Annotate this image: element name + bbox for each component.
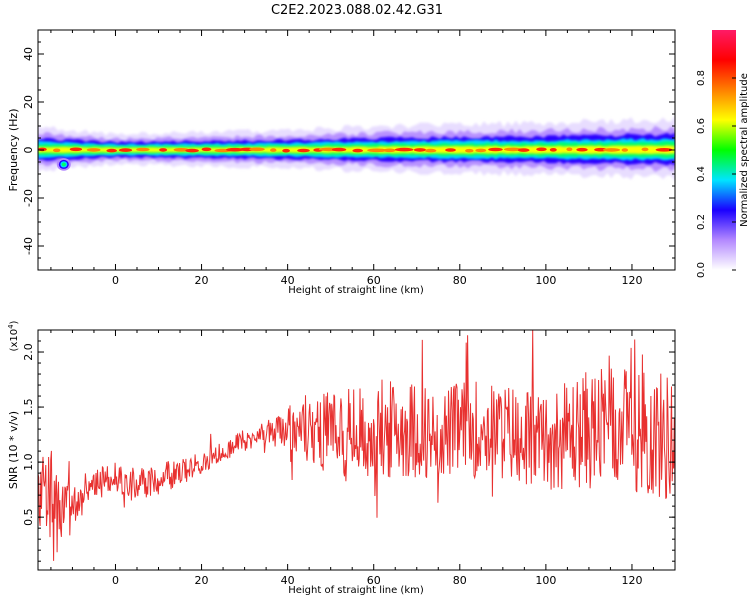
snr-x-label: Height of straight line (km): [288, 585, 424, 596]
snr-frame: [37, 329, 676, 571]
snr-y-label: SNR (10 * v/v): [7, 411, 20, 489]
heatmap-hotspot: [576, 147, 588, 152]
y-tick-label: -20: [22, 189, 35, 207]
heatmap-blob: [61, 162, 66, 167]
heatmap-hotspot: [424, 148, 437, 153]
colorbar-tick-label: 0.2: [696, 214, 707, 230]
heatmap-hotspot: [475, 148, 487, 153]
y-tick-label: 40: [22, 47, 35, 61]
heatmap-hotspot: [270, 148, 277, 152]
colorbar-tick-label: 0.0: [696, 262, 707, 278]
y-tick-label: 1.0: [22, 453, 35, 471]
y-tick-label: -40: [22, 237, 35, 255]
heatmap-hotspot: [503, 147, 523, 152]
heatmap-hotspot: [297, 148, 310, 153]
heatmap-hotspot: [159, 148, 168, 152]
heatmap-hotspot: [201, 147, 212, 152]
x-tick-label: 60: [367, 574, 381, 587]
heatmap-hotspot: [249, 147, 265, 152]
heatmap-hotspot: [602, 148, 621, 152]
x-tick-label: 80: [453, 574, 467, 587]
heatmap-hotspot: [536, 147, 547, 152]
y-tick-label: 0: [22, 147, 35, 154]
colorbar-gradient: [712, 30, 736, 270]
x-tick-label: 120: [621, 574, 642, 587]
colorbar-tick-label: 0.6: [696, 118, 707, 134]
colorbar: 0.0 0.2 0.4 0.6 0.8 Normalized spectral ampl…: [696, 30, 750, 278]
heatmap-hotspot: [367, 148, 387, 153]
y-tick-label: 20: [22, 95, 35, 109]
x-tick-label: 20: [195, 274, 209, 287]
heatmap-hotspot: [86, 148, 101, 152]
spectrogram-x-label: Height of straight line (km): [288, 285, 424, 296]
snr-y-scale: (x104): [7, 320, 20, 351]
x-tick-label: 40: [281, 274, 295, 287]
figure-title: C2E2.2023.088.02.42.G31: [271, 3, 443, 18]
colorbar-tick-label: 0.4: [696, 166, 707, 182]
x-tick-label: 60: [367, 274, 381, 287]
heatmap-hotspot: [282, 148, 290, 153]
spectrogram-panel: 0 20 40 60 80 100 120 -40 -20 0 20 40 Frequency (H…: [7, 29, 676, 296]
x-tick-label: 0: [112, 574, 119, 587]
heatmap-hotspot: [331, 147, 347, 152]
heatmap-hotspot: [465, 148, 474, 153]
spectrogram-y-ticks: -40 -20 0 20 40: [22, 29, 675, 271]
heatmap-hotspot: [383, 148, 396, 153]
x-tick-label: 100: [535, 574, 556, 587]
heatmap-hotspot: [69, 147, 83, 152]
heatmap-hotspot: [655, 148, 673, 152]
heatmap-hotspot: [136, 147, 150, 152]
snr-y-ticks: 0.5 1.0 1.5 2.0: [22, 340, 675, 562]
heatmap-hotspot: [352, 148, 364, 153]
y-tick-label: 1.5: [22, 398, 35, 416]
x-tick-label: 120: [621, 274, 642, 287]
heatmap-hotspot: [53, 148, 61, 153]
y-tick-label: 2.0: [22, 343, 35, 361]
heatmap-hotspot: [38, 147, 47, 152]
spectrogram-x-ticks: 0 20 40 60 80 100 120: [50, 30, 676, 287]
spectrogram-y-label: Frequency (Hz): [7, 109, 20, 192]
x-tick-label: 20: [195, 574, 209, 587]
heatmap-hotspot: [621, 148, 628, 152]
snr-series-line: [38, 330, 675, 561]
heatmap-hotspot: [566, 147, 573, 152]
x-tick-label: 100: [535, 274, 556, 287]
heatmap-hotspot: [226, 147, 244, 152]
x-tick-label: 80: [453, 274, 467, 287]
y-tick-label: 0.5: [22, 508, 35, 526]
heatmap-hotspot: [488, 147, 503, 152]
heatmap-hotspot: [517, 148, 530, 152]
heatmap-hotspot: [173, 148, 189, 152]
heatmap-hotspot: [106, 148, 117, 153]
heatmap-hotspot: [394, 147, 414, 152]
snr-x-ticks: 0 20 40 60 80 100 120: [50, 330, 676, 587]
heatmap-hotspot: [185, 148, 199, 153]
heatmap-hotspot: [413, 148, 427, 152]
colorbar-ticks: 0.0 0.2 0.4 0.6 0.8: [696, 70, 736, 278]
heatmap-hotspot: [445, 148, 456, 152]
x-tick-label: 40: [281, 574, 295, 587]
spectrogram-heatmap: [38, 115, 675, 182]
colorbar-label: Normalized spectral amplitude: [739, 73, 750, 227]
heatmap-hotspot: [549, 148, 557, 152]
x-tick-label: 0: [112, 274, 119, 287]
colorbar-tick-label: 0.8: [696, 70, 707, 86]
snr-panel: 0 20 40 60 80 100 120 0.5 1.0 1.5 2.0 SNR (10 * v…: [7, 320, 676, 596]
heatmap-hotspot: [641, 147, 649, 152]
heatmap-hotspot: [118, 148, 133, 152]
